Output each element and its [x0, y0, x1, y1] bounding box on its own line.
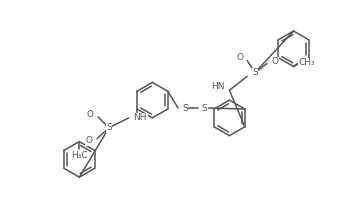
Text: HN: HN [211, 82, 225, 91]
Text: H₃C: H₃C [71, 152, 88, 161]
Text: S: S [202, 104, 207, 113]
Text: O: O [85, 136, 92, 145]
Text: CH₃: CH₃ [298, 58, 315, 67]
Text: O: O [272, 57, 279, 66]
Text: S: S [106, 123, 112, 132]
Text: O: O [236, 53, 243, 62]
Text: O: O [86, 110, 93, 119]
Text: NH: NH [134, 113, 147, 122]
Text: S: S [252, 68, 258, 77]
Text: S: S [182, 104, 188, 113]
